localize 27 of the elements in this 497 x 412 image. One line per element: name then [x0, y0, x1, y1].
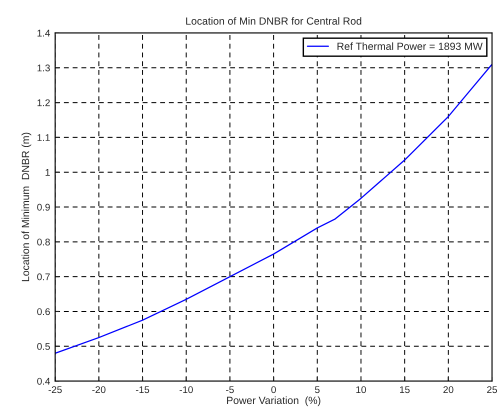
x-tick-label: -15 — [136, 386, 150, 394]
x-tick-label: 5 — [314, 386, 320, 394]
x-tick-label: -5 — [226, 386, 234, 394]
chart-title: Location of Min DNBR for Central Rod — [186, 17, 362, 25]
y-tick-label: 1.2 — [38, 99, 50, 106]
x-tick-label: 20 — [443, 386, 454, 394]
y-tick-label: 0.4 — [37, 378, 50, 385]
x-tick-label: -10 — [180, 386, 193, 394]
y-tick-label: 0.6 — [37, 308, 50, 316]
line-series — [55, 64, 492, 354]
y-tick-label: 1.4 — [38, 30, 50, 36]
x-tick-label: -20 — [92, 386, 106, 394]
y-tick-label: 1.1 — [38, 134, 50, 141]
x-tick-label: -25 — [48, 386, 62, 394]
x-tick-label: 15 — [400, 386, 410, 394]
y-axis-title: Location of Minimum DNBR (m) — [22, 132, 32, 282]
y-tick-label: 0.5 — [37, 343, 50, 350]
x-axis-title: Power Variation (%) — [227, 396, 320, 406]
y-tick-label: 1 — [46, 169, 50, 176]
x-tick-label: 25 — [487, 386, 497, 394]
y-tick-label: 0.8 — [37, 238, 50, 246]
x-tick-label: 10 — [356, 386, 366, 394]
y-tick-label: 0.7 — [37, 273, 50, 280]
x-tick-label: 0 — [271, 386, 276, 394]
y-tick-label: 1.3 — [38, 64, 50, 72]
legend-label: Ref Thermal Power = 1893 MW — [338, 42, 483, 50]
y-tick-label: 0.9 — [37, 204, 50, 211]
